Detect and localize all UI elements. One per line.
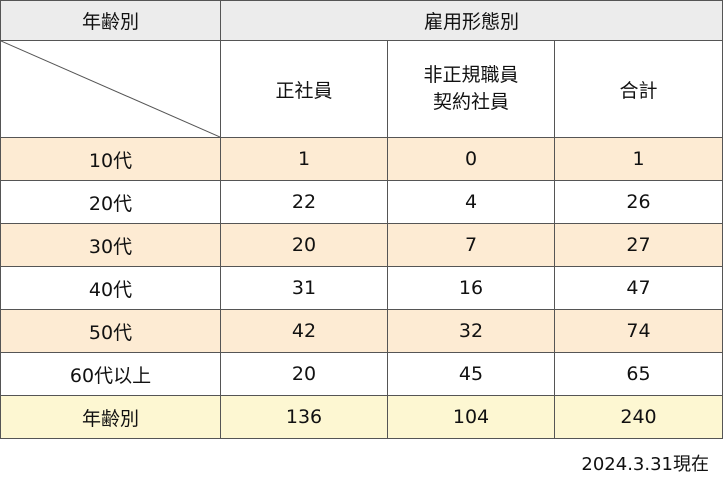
table-row: 50代 42 32 74 (0, 309, 723, 353)
regular-cell: 42 (220, 309, 388, 353)
age-header: 年齢別 (0, 0, 221, 41)
total-cell: 1 (553, 137, 723, 181)
total-cell: 47 (553, 266, 723, 310)
regular-cell: 31 (220, 266, 388, 310)
total-cell: 65 (553, 352, 723, 396)
table-row: 40代 31 16 47 (0, 266, 723, 310)
total-label-cell: 年齢別 (0, 395, 221, 439)
non-regular-cell: 32 (387, 309, 555, 353)
table-row: 10代 1 0 1 (0, 137, 723, 181)
age-cell: 40代 (0, 266, 221, 310)
col-total: 合計 (553, 40, 723, 138)
total-non-regular-cell: 104 (387, 395, 555, 439)
age-cell: 30代 (0, 223, 221, 267)
non-regular-cell: 16 (387, 266, 555, 310)
age-cell: 60代以上 (0, 352, 221, 396)
col-non-regular: 非正規職員 契約社員 (387, 40, 555, 138)
as-of-date-note: 2024.3.31現在 (581, 454, 709, 475)
employee-table: 年齢別 雇用形態別 正社員 非正規職員 契約社員 合計 10代 1 0 1 20代… (0, 0, 723, 439)
non-regular-cell: 45 (387, 352, 555, 396)
table-row: 60代以上 20 45 65 (0, 352, 723, 396)
diagonal-line (1, 41, 220, 137)
header-row: 年齢別 雇用形態別 (0, 0, 723, 41)
regular-cell: 20 (220, 352, 388, 396)
employment-header: 雇用形態別 (219, 0, 723, 41)
grand-total-cell: 240 (553, 395, 723, 439)
total-row: 年齢別 136 104 240 (0, 395, 723, 439)
regular-cell: 20 (220, 223, 388, 267)
subheader-row: 正社員 非正規職員 契約社員 合計 (0, 40, 723, 138)
regular-cell: 1 (220, 137, 388, 181)
total-cell: 26 (553, 180, 723, 224)
total-regular-cell: 136 (220, 395, 388, 439)
age-cell: 20代 (0, 180, 221, 224)
diagonal-cell (0, 40, 221, 138)
non-regular-cell: 0 (387, 137, 555, 181)
table-row: 30代 20 7 27 (0, 223, 723, 267)
non-regular-cell: 7 (387, 223, 555, 267)
age-cell: 10代 (0, 137, 221, 181)
regular-cell: 22 (220, 180, 388, 224)
table-row: 20代 22 4 26 (0, 180, 723, 224)
non-regular-cell: 4 (387, 180, 555, 224)
col-non-regular-label: 非正規職員 契約社員 (423, 64, 519, 113)
total-cell: 27 (553, 223, 723, 267)
col-regular: 正社員 (220, 40, 388, 138)
total-cell: 74 (553, 309, 723, 353)
age-cell: 50代 (0, 309, 221, 353)
